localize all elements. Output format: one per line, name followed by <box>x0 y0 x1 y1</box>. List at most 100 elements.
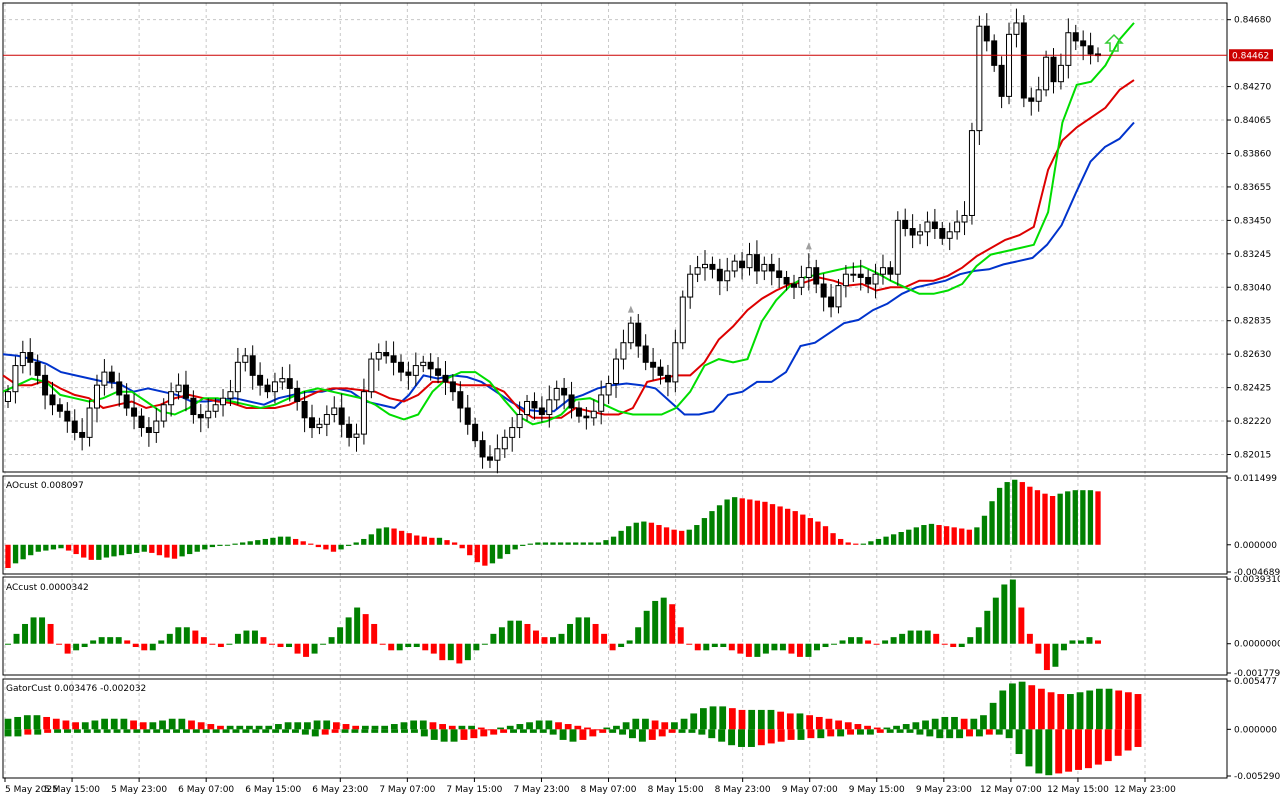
gator-lower-bar <box>827 729 835 737</box>
histogram-bar <box>906 529 912 545</box>
histogram-bar <box>474 544 480 563</box>
histogram-bar <box>728 643 735 651</box>
candle <box>761 256 768 281</box>
gator-lower-bar <box>113 729 121 733</box>
ao-panel[interactable] <box>5 479 1101 568</box>
gator-upper-bar <box>1038 688 1045 730</box>
histogram-bar <box>251 630 258 644</box>
gator-upper-bar <box>854 724 862 730</box>
candle <box>983 13 990 52</box>
histogram-bar <box>158 640 165 644</box>
histogram-bar <box>255 540 261 545</box>
gator-upper-bar <box>14 716 22 730</box>
histogram-bar <box>224 544 231 546</box>
gator-lower-bar <box>153 729 161 733</box>
histogram-bar <box>856 637 863 644</box>
ac-panel[interactable] <box>5 579 1101 671</box>
gator-lower-bar <box>133 729 141 733</box>
gator-lower-bar <box>1055 729 1063 774</box>
gator-upper-bar <box>168 718 176 730</box>
price-panel[interactable]: 0.84462 <box>2 8 1273 474</box>
histogram-bar <box>679 530 685 545</box>
histogram-bar <box>941 643 948 645</box>
histogram-bar <box>481 643 488 645</box>
histogram-bar <box>595 542 602 545</box>
candle <box>397 354 404 382</box>
histogram-bar <box>243 630 250 644</box>
histogram-bar <box>720 643 727 648</box>
histogram-bar <box>156 544 163 556</box>
gator-lower-bar <box>54 729 62 733</box>
histogram-bar <box>81 643 88 648</box>
candle <box>902 208 909 237</box>
indicator-tick-label: 0.005477 <box>1234 677 1277 687</box>
gator-lower-bar <box>1015 729 1023 755</box>
histogram-bar <box>686 643 693 645</box>
gator-lower-bar <box>519 729 527 733</box>
gator-lower-bar <box>1025 729 1033 767</box>
candle <box>420 355 427 373</box>
candle <box>879 254 886 285</box>
histogram-bar <box>300 541 306 545</box>
candle <box>575 401 582 423</box>
gator-lower-bar <box>242 729 250 733</box>
gator-lower-bar <box>837 729 845 737</box>
histogram-bar <box>686 529 692 545</box>
candle <box>724 257 731 292</box>
candle <box>635 314 642 358</box>
gator-lower-bar <box>232 729 240 733</box>
histogram-bar <box>73 643 80 651</box>
histogram-bar <box>822 643 829 648</box>
gator-upper-bar <box>1057 694 1065 730</box>
histogram-bar <box>771 643 778 651</box>
gator-lower-bar <box>440 729 448 742</box>
gator-lower-bar <box>1035 729 1043 774</box>
histogram-bar <box>550 542 556 545</box>
candle <box>946 222 953 251</box>
histogram-bar <box>447 643 454 661</box>
histogram-bar <box>388 643 395 651</box>
candle <box>583 407 590 430</box>
gator-lower-bar <box>301 729 309 735</box>
histogram-bar <box>981 515 988 545</box>
histogram-bar <box>694 525 700 545</box>
gator-upper-bar <box>342 724 350 730</box>
indicator-tick-label: 0.000000 <box>1234 725 1277 735</box>
histogram-bar <box>247 541 253 545</box>
histogram-bar <box>943 526 950 545</box>
histogram-bar <box>430 643 437 654</box>
gator-upper-bar <box>497 727 504 730</box>
histogram-bar <box>584 617 591 644</box>
candle <box>709 256 716 279</box>
candle <box>657 359 664 385</box>
candle <box>716 258 723 296</box>
gator-upper-bar <box>545 720 553 730</box>
histogram-bar <box>141 544 147 552</box>
candle <box>301 391 308 433</box>
gator-upper-bar <box>806 715 814 730</box>
gator-lower-bar <box>629 729 636 739</box>
histogram-bar <box>103 544 110 558</box>
gator-panel[interactable] <box>4 681 1142 776</box>
ao-panel-label: AOcust 0.008097 <box>6 481 84 491</box>
gator-upper-bar <box>767 709 775 730</box>
histogram-bar <box>376 528 382 545</box>
gator-upper-bar <box>226 725 234 730</box>
histogram-bar <box>796 643 803 657</box>
candle <box>138 408 145 437</box>
gator-upper-bar <box>101 718 108 730</box>
current-price-badge <box>1229 49 1273 62</box>
histogram-bar <box>959 528 965 545</box>
candle <box>887 261 894 281</box>
histogram-bar <box>916 630 923 644</box>
histogram-bar <box>132 643 139 648</box>
histogram-bar <box>860 543 866 545</box>
histogram-bar <box>785 508 791 545</box>
gator-upper-bar <box>970 718 978 730</box>
gator-lower-bar <box>975 729 983 737</box>
time-tick-label: 6 May 07:00 <box>178 785 234 795</box>
candle <box>627 316 634 350</box>
histogram-bar <box>807 518 814 545</box>
gator-upper-bar <box>757 709 765 730</box>
